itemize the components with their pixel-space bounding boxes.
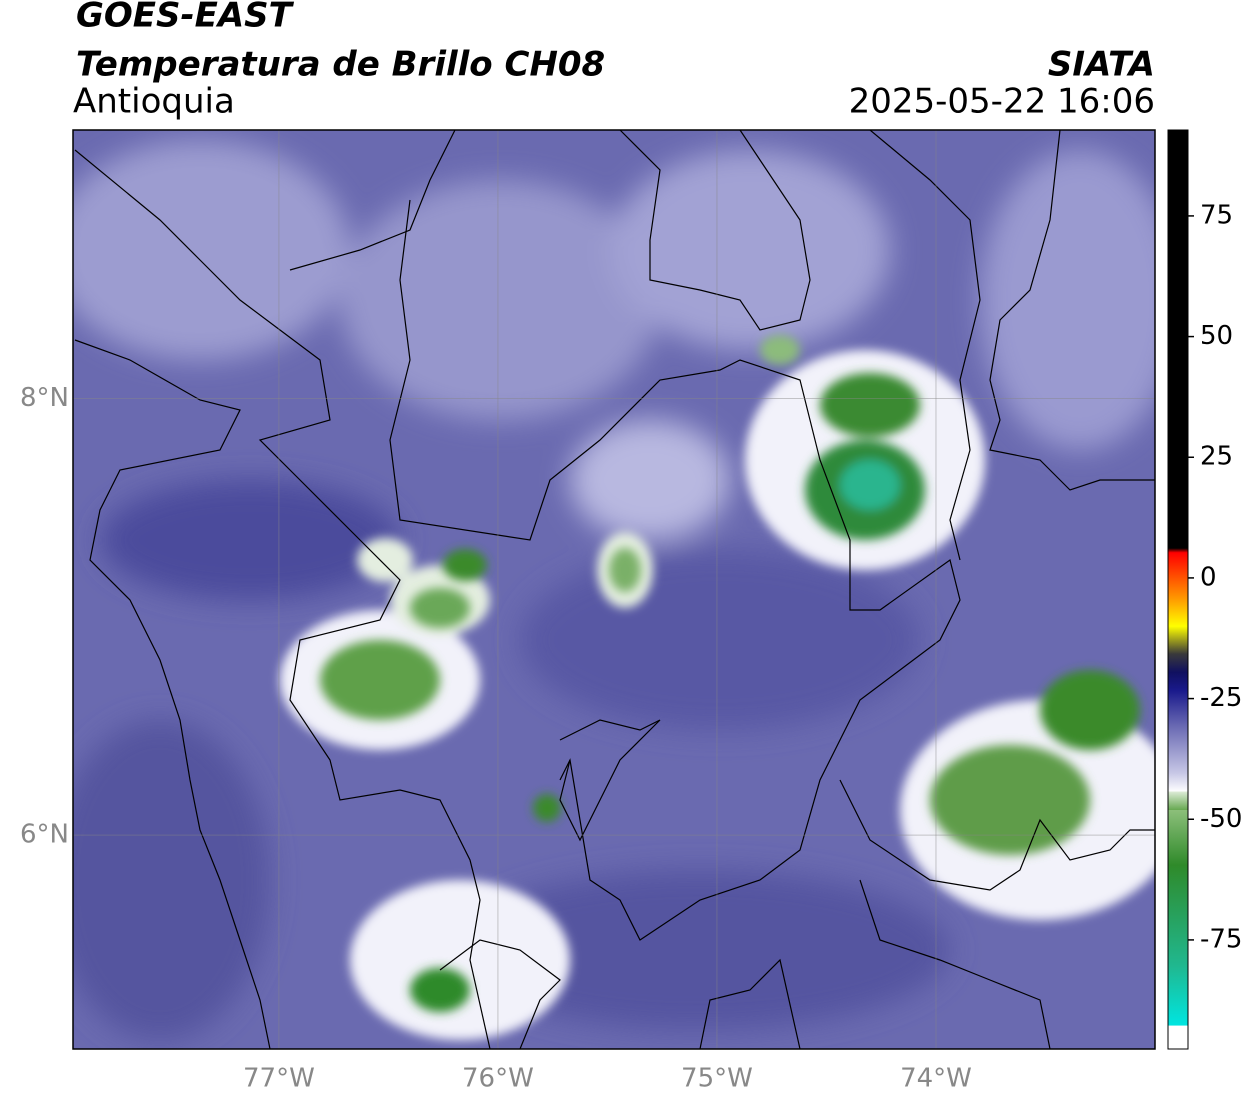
- colorbar-tick-label: -50: [1200, 804, 1242, 834]
- map-frame: [72, 129, 1156, 1050]
- cloud-field: [73, 140, 1155, 1040]
- map: [73, 130, 1155, 1049]
- x-tick-label: 76°W: [462, 1064, 534, 1094]
- subtitle: Temperatura de Brillo CH08: [76, 45, 605, 85]
- colorbar: [1167, 129, 1189, 1050]
- y-tick-label: 8°N: [20, 383, 69, 413]
- colorbar-tick-label: -75: [1200, 924, 1242, 954]
- convective-cells: [280, 335, 1155, 1040]
- y-tick-label: 6°N: [20, 820, 69, 850]
- x-tick-label: 75°W: [681, 1064, 753, 1094]
- x-tick-label: 74°W: [900, 1064, 972, 1094]
- x-tick-label: 77°W: [243, 1064, 315, 1094]
- datetime: 2025-05-22 16:06: [849, 82, 1155, 122]
- colorbar-tick-label: 50: [1200, 321, 1233, 351]
- colorbar-tick-label: 25: [1200, 442, 1233, 472]
- colorbar-tick-label: -25: [1200, 683, 1242, 713]
- source: SIATA: [1048, 45, 1155, 85]
- colorbar-tick-label: 75: [1200, 200, 1233, 230]
- colorbar-tick-label: 0: [1200, 562, 1217, 592]
- region: Antioquia: [73, 82, 235, 122]
- borders: [74, 130, 1155, 1049]
- graticule: [73, 130, 1155, 1049]
- title: GOES-EAST: [76, 0, 295, 36]
